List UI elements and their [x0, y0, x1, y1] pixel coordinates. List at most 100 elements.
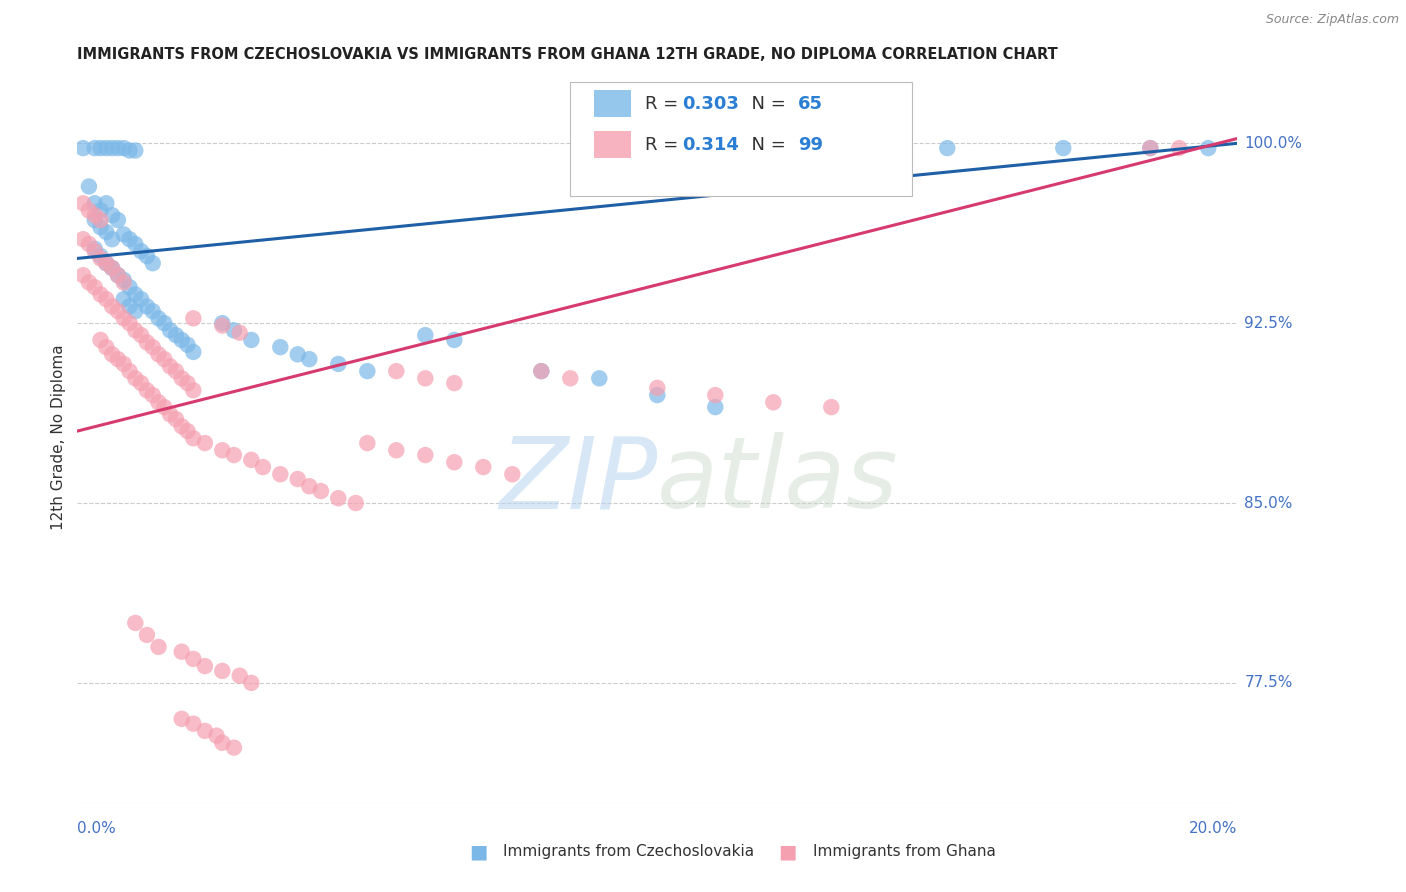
- Point: [90, 213, 111, 227]
- Point: [118, 144, 141, 158]
- Text: 99: 99: [797, 136, 823, 153]
- Point: [96, 292, 118, 306]
- Point: [90, 220, 111, 235]
- Point: [101, 232, 124, 246]
- Text: 20.0%: 20.0%: [1189, 821, 1237, 836]
- Text: ZIP: ZIP: [499, 433, 658, 530]
- Point: [385, 364, 408, 378]
- Point: [148, 640, 170, 654]
- Point: [328, 491, 350, 506]
- Point: [222, 323, 245, 337]
- Text: N =: N =: [740, 95, 792, 112]
- Point: [413, 371, 436, 385]
- Point: [205, 729, 228, 743]
- Point: [124, 615, 146, 630]
- Text: 100.0%: 100.0%: [1244, 136, 1302, 151]
- Point: [170, 419, 193, 434]
- Point: [588, 371, 610, 385]
- Point: [165, 364, 187, 378]
- Point: [129, 376, 152, 391]
- Point: [183, 311, 205, 326]
- Point: [530, 364, 553, 378]
- Point: [344, 496, 367, 510]
- Point: [112, 141, 135, 155]
- Text: IMMIGRANTS FROM CZECHOSLOVAKIA VS IMMIGRANTS FROM GHANA 12TH GRADE, NO DIPLOMA C: IMMIGRANTS FROM CZECHOSLOVAKIA VS IMMIGR…: [77, 47, 1059, 62]
- Point: [124, 371, 146, 385]
- Point: [298, 479, 321, 493]
- Point: [148, 395, 170, 409]
- Point: [72, 196, 94, 211]
- Point: [101, 260, 124, 275]
- Point: [413, 328, 436, 343]
- Point: [90, 252, 111, 266]
- Point: [118, 299, 141, 313]
- Point: [90, 249, 111, 263]
- Point: [83, 141, 105, 155]
- FancyBboxPatch shape: [571, 82, 912, 195]
- Point: [1168, 141, 1191, 155]
- Point: [704, 400, 727, 414]
- Text: 65: 65: [797, 95, 823, 112]
- Point: [159, 359, 181, 374]
- Point: [328, 357, 350, 371]
- Point: [101, 260, 124, 275]
- Point: [124, 304, 146, 318]
- Point: [101, 208, 124, 222]
- Point: [356, 436, 378, 450]
- Point: [211, 318, 233, 333]
- Point: [107, 213, 129, 227]
- Text: 0.0%: 0.0%: [77, 821, 117, 836]
- Point: [77, 179, 100, 194]
- Point: [142, 304, 165, 318]
- Point: [287, 347, 309, 361]
- Point: [107, 352, 129, 367]
- Point: [222, 448, 245, 462]
- Point: [112, 227, 135, 242]
- Point: [936, 141, 959, 155]
- Point: [252, 460, 274, 475]
- Point: [142, 256, 165, 270]
- Point: [153, 400, 176, 414]
- Point: [107, 304, 129, 318]
- Point: [101, 299, 124, 313]
- Point: [530, 364, 553, 378]
- Text: ■: ■: [468, 842, 488, 862]
- Point: [222, 740, 245, 755]
- Point: [90, 333, 111, 347]
- Point: [153, 352, 176, 367]
- Point: [176, 376, 198, 391]
- Point: [118, 232, 141, 246]
- Point: [501, 467, 523, 482]
- Point: [107, 141, 129, 155]
- Point: [118, 280, 141, 294]
- Text: 85.0%: 85.0%: [1244, 496, 1292, 510]
- Point: [136, 628, 159, 642]
- Point: [77, 203, 100, 218]
- Y-axis label: 12th Grade, No Diploma: 12th Grade, No Diploma: [51, 344, 66, 530]
- Point: [96, 225, 118, 239]
- Point: [170, 645, 193, 659]
- Text: N =: N =: [740, 136, 792, 153]
- Point: [183, 652, 205, 666]
- Point: [101, 141, 124, 155]
- Point: [176, 424, 198, 438]
- Point: [148, 347, 170, 361]
- Text: atlas: atlas: [658, 433, 898, 530]
- Point: [83, 242, 105, 256]
- Point: [124, 323, 146, 337]
- Point: [240, 676, 263, 690]
- Point: [129, 328, 152, 343]
- Text: 77.5%: 77.5%: [1244, 675, 1292, 690]
- Point: [118, 364, 141, 378]
- Point: [165, 412, 187, 426]
- Point: [83, 208, 105, 222]
- Point: [77, 276, 100, 290]
- Text: 0.314: 0.314: [682, 136, 738, 153]
- Point: [170, 712, 193, 726]
- Point: [112, 311, 135, 326]
- Text: Immigrants from Czechoslovakia: Immigrants from Czechoslovakia: [503, 845, 755, 859]
- Point: [72, 141, 94, 155]
- Text: 92.5%: 92.5%: [1244, 316, 1292, 331]
- Point: [129, 244, 152, 259]
- Point: [211, 316, 233, 330]
